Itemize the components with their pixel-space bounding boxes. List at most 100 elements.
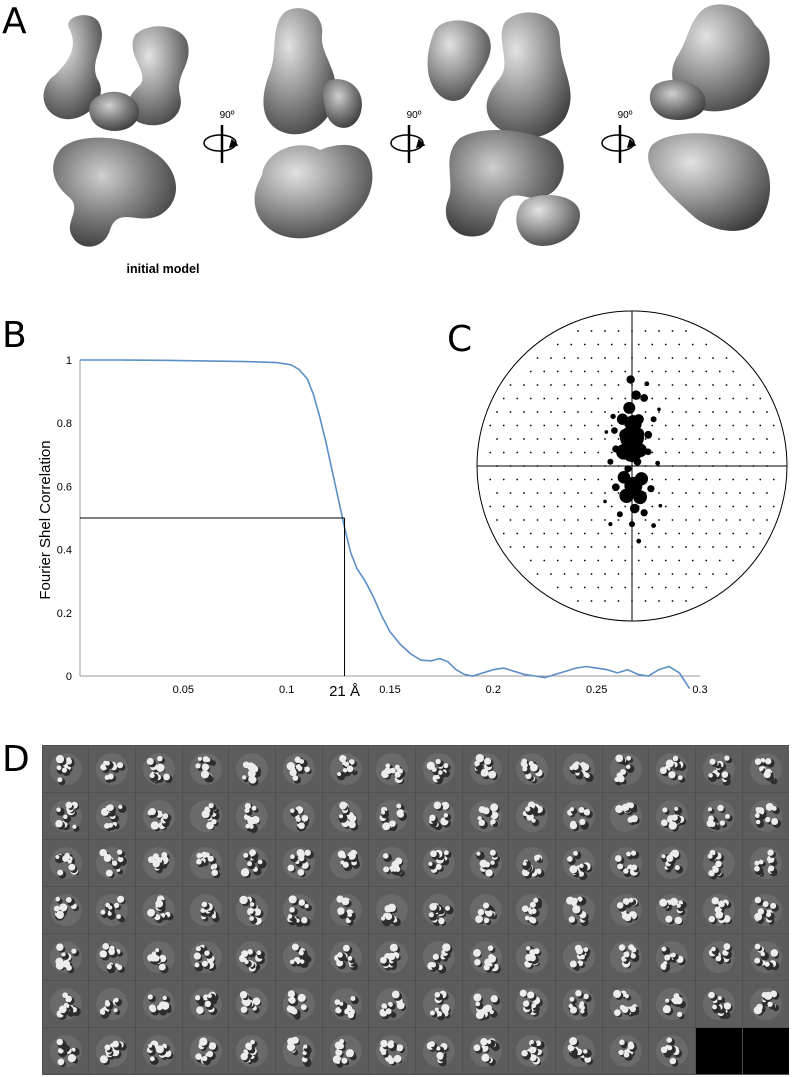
particle-blob	[249, 916, 255, 921]
angular-bin-dot	[590, 519, 593, 521]
angular-bin-dot	[658, 465, 660, 467]
particle-blob	[531, 908, 537, 914]
particle-blob	[435, 758, 441, 764]
angular-bin-dot	[705, 451, 708, 454]
particle-blob	[108, 822, 114, 828]
angular-bin-dot	[705, 478, 708, 481]
angular-bin-dot	[583, 559, 586, 562]
class-average-image	[562, 941, 595, 974]
class-average-image	[96, 799, 129, 832]
angular-bin-dot	[556, 586, 559, 589]
class-average-image	[702, 846, 735, 880]
class-average-tile	[556, 839, 602, 886]
angular-bin-dot	[698, 438, 701, 440]
angular-bin-dot	[610, 505, 613, 508]
class-average-image	[702, 941, 735, 974]
angular-bin-dot	[685, 573, 687, 575]
class-average-image	[329, 941, 362, 974]
class-average-image	[282, 752, 315, 785]
particle-blob	[612, 990, 621, 999]
particle-blob	[621, 803, 630, 811]
particle-blob	[118, 804, 123, 809]
panel-label-b: B	[2, 315, 27, 356]
angular-bin-dot	[516, 451, 519, 454]
angular-bin-dot	[617, 357, 620, 359]
particle-blob	[55, 961, 64, 970]
rotation-label-1: 90º	[219, 110, 235, 121]
angular-bin-dot	[577, 519, 579, 521]
angular-bin-dot	[543, 478, 546, 481]
angular-bin-dot	[678, 586, 681, 589]
class-average-tile	[89, 792, 135, 839]
particle-blob	[200, 769, 209, 778]
particle-blob	[530, 763, 539, 771]
angular-bin-dot	[637, 559, 640, 562]
angular-bin-dot	[671, 573, 674, 575]
particle-blob	[525, 772, 532, 779]
particle-blob	[753, 1006, 762, 1015]
particle-blob	[239, 895, 249, 905]
angular-bin-dot	[577, 573, 579, 575]
angular-bin-dot	[739, 465, 741, 467]
particle-blob	[583, 808, 591, 816]
angular-bin-dot	[725, 465, 728, 467]
class-average-image	[236, 1035, 269, 1068]
particle-blob	[53, 905, 60, 912]
class-average-image	[562, 988, 595, 1021]
particle-blob	[442, 943, 451, 952]
class-average-tile	[509, 792, 556, 839]
angular-bin-dot	[664, 505, 667, 508]
particle-blob	[709, 820, 716, 827]
angular-distribution-point	[644, 381, 650, 387]
angular-bin-dot	[759, 451, 762, 454]
particle-blob	[149, 1056, 155, 1062]
particle-blob	[763, 770, 771, 778]
angular-bin-dot	[556, 424, 559, 427]
class-average-tile	[369, 886, 415, 934]
density-view-3	[427, 12, 580, 246]
angular-bin-dot	[529, 478, 532, 481]
angular-bin-dot	[523, 519, 525, 521]
angular-bin-dot	[610, 478, 613, 481]
angular-bin-dot	[563, 519, 566, 521]
particle-blob	[754, 757, 762, 765]
particle-blob	[206, 1051, 213, 1058]
density-view-2	[254, 8, 373, 239]
particle-blob	[383, 866, 390, 873]
particle-blob	[661, 853, 667, 859]
particle-blob	[573, 850, 579, 856]
class-average-tile	[696, 839, 742, 886]
particle-blob	[394, 1055, 402, 1063]
angular-bin-dot	[637, 586, 640, 589]
angular-bin-dot	[597, 505, 600, 508]
particle-blob	[754, 943, 761, 950]
particle-blob	[443, 762, 449, 768]
angular-bin-dot	[745, 478, 748, 481]
class-average-tile	[556, 934, 602, 981]
angular-bin-dot	[691, 343, 694, 346]
particle-blob	[569, 1037, 578, 1046]
angular-bin-dot	[590, 330, 593, 332]
particle-blob	[54, 819, 63, 828]
particle-blob	[725, 813, 731, 819]
particle-blob	[431, 766, 437, 772]
class-average-image	[282, 1035, 315, 1068]
particle-blob	[630, 814, 638, 822]
angular-distribution-point	[616, 444, 632, 460]
angular-bin-dot	[712, 465, 714, 467]
class-average-tile	[229, 1028, 275, 1075]
angular-bin-dot	[509, 384, 512, 386]
particle-blob	[624, 994, 629, 999]
angular-bin-dot	[556, 343, 559, 346]
class-average-image	[656, 846, 689, 879]
particle-blob	[482, 902, 489, 909]
angular-bin-dot	[678, 505, 681, 508]
angular-bin-dot	[570, 478, 573, 481]
particle-blob	[287, 990, 295, 998]
particle-blob	[146, 908, 155, 917]
angular-bin-dot	[556, 397, 559, 400]
angular-bin-dot	[766, 519, 768, 521]
class-average-image	[516, 941, 549, 974]
particle-blob	[249, 849, 257, 856]
particle-blob	[292, 774, 299, 781]
